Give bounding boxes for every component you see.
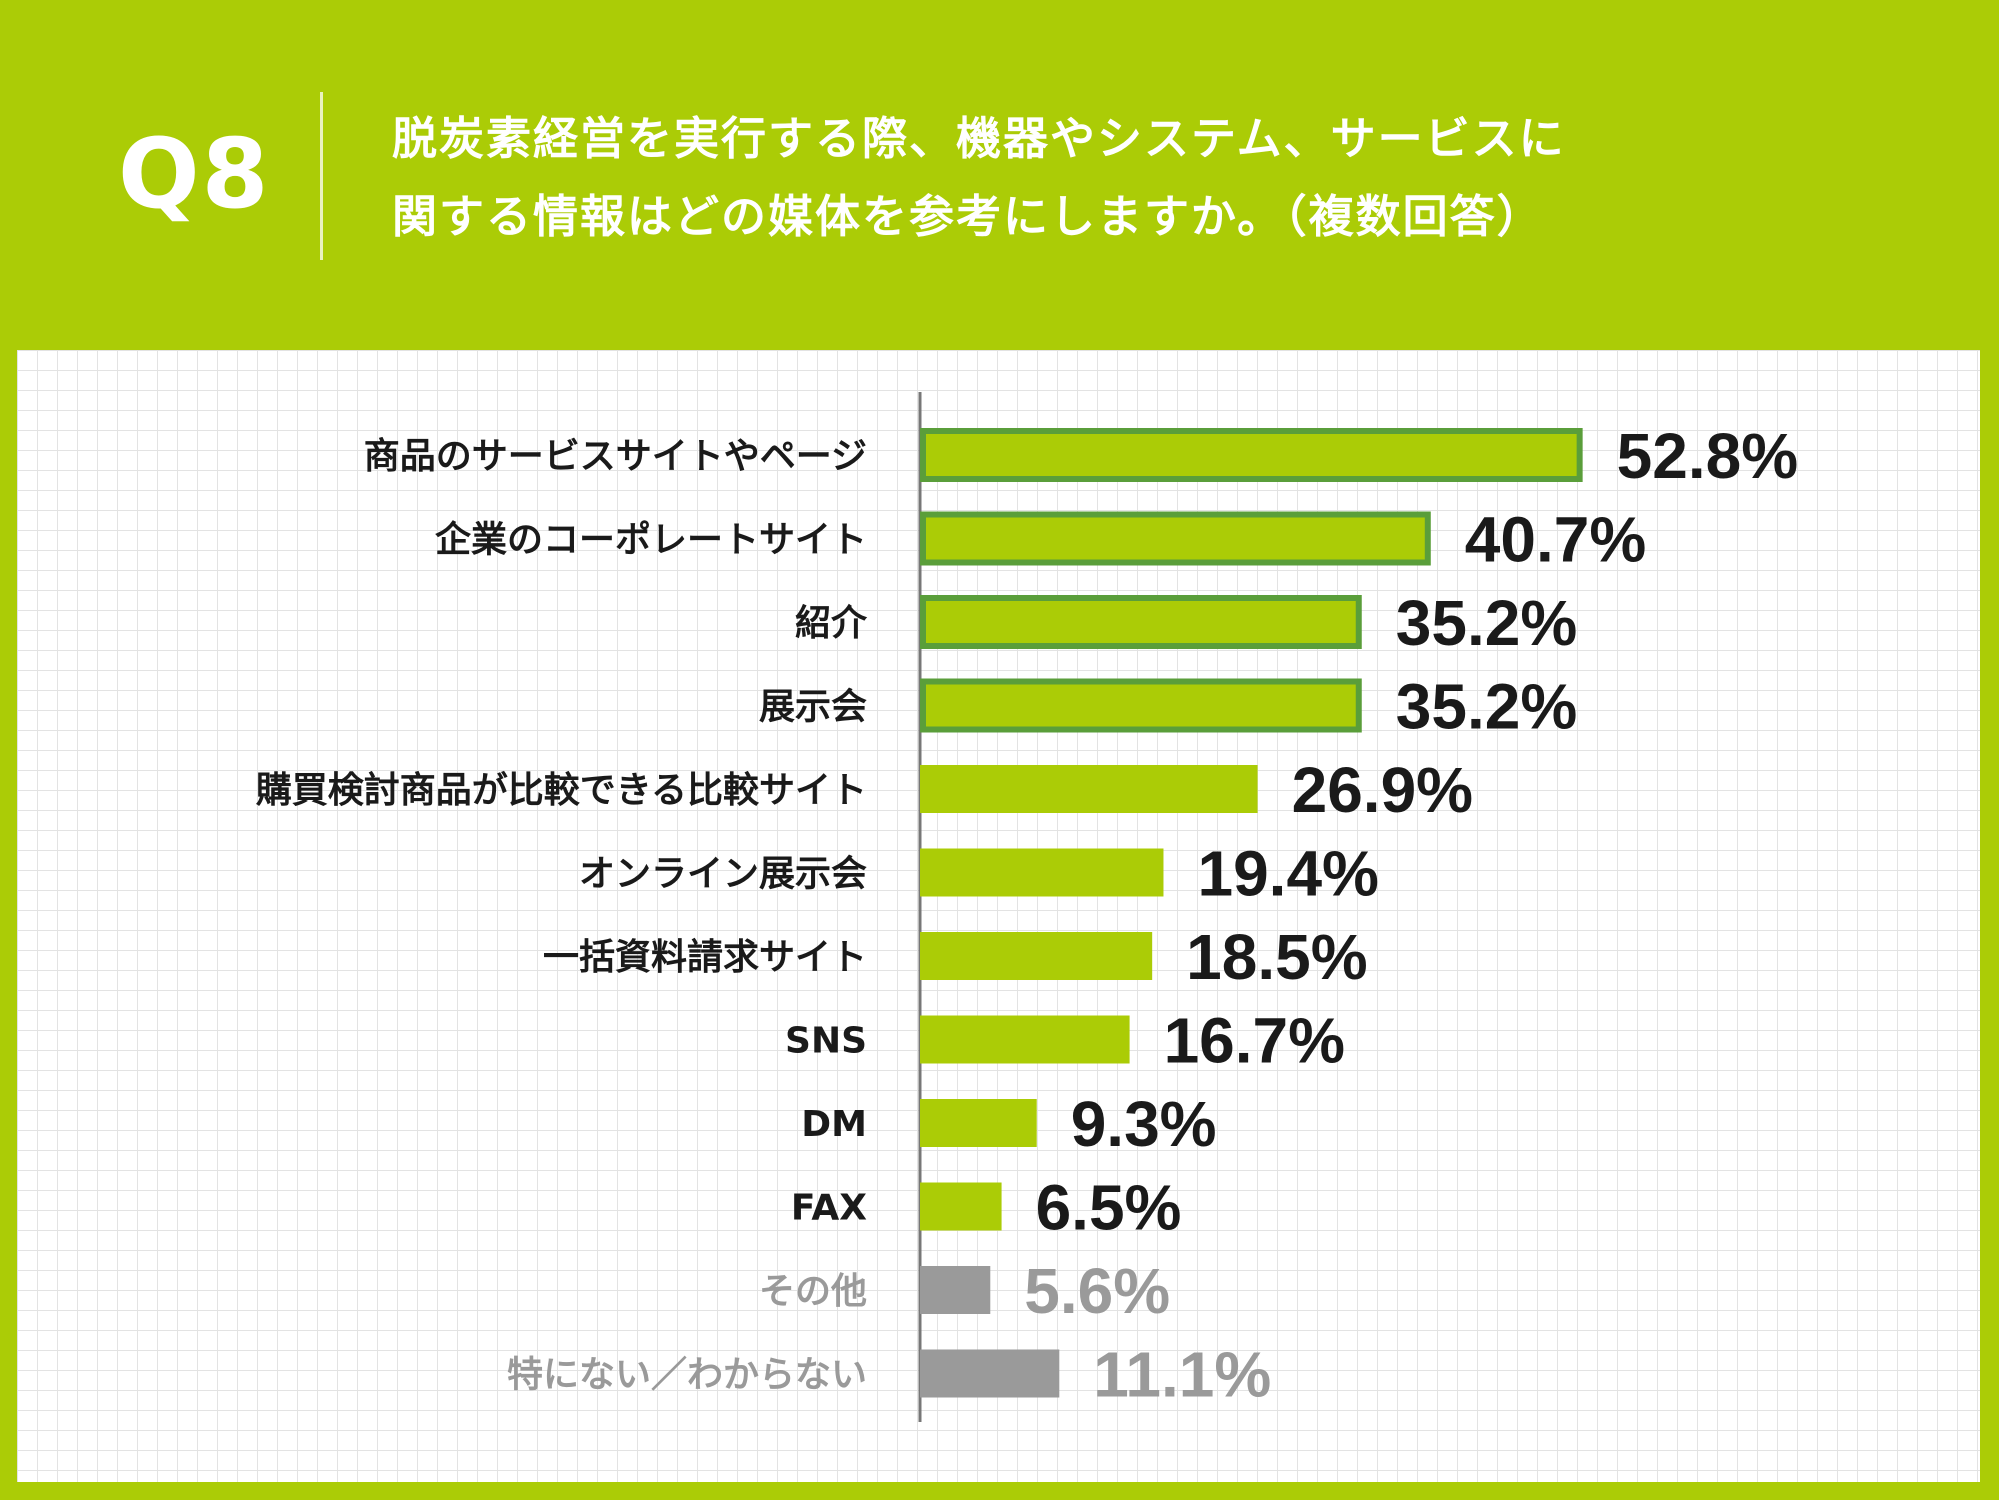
- bar-chart: 商品のサービスサイトやページ 52.8% 企業のコーポレートサイト 40.7% 紹介 35…: [256, 392, 1798, 1422]
- bar: [920, 1015, 1130, 1064]
- bar: [920, 1182, 1002, 1231]
- category-label: オンライン展示会: [579, 854, 867, 895]
- value-label: 6.5%: [1036, 1172, 1182, 1244]
- value-label: 40.7%: [1465, 504, 1646, 576]
- category-label: 展示会: [759, 687, 867, 728]
- bar: [920, 595, 1362, 649]
- bar: [920, 1349, 1060, 1398]
- question-number: Q8: [118, 118, 271, 230]
- value-label: 26.9%: [1292, 754, 1473, 826]
- value-label: 16.7%: [1164, 1005, 1345, 1077]
- category-label: FAX: [791, 1188, 867, 1229]
- value-label: 52.8%: [1617, 420, 1798, 492]
- value-label: 11.1%: [1093, 1339, 1271, 1411]
- bar: [920, 848, 1164, 897]
- category-label: 特にない／わからない: [507, 1355, 867, 1396]
- value-label: 35.2%: [1396, 671, 1577, 743]
- category-label: 商品のサービスサイトやページ: [364, 436, 867, 477]
- value-label: 9.3%: [1071, 1088, 1217, 1160]
- category-label: 購買検討商品が比較できる比較サイト: [256, 770, 867, 811]
- category-label: 企業のコーポレートサイト: [435, 519, 867, 561]
- value-label: 19.4%: [1197, 838, 1378, 910]
- category-label: 一括資料請求サイト: [543, 937, 867, 978]
- category-label: その他: [759, 1271, 867, 1312]
- bar: [920, 1099, 1037, 1147]
- bar: [920, 678, 1362, 733]
- bar: [920, 932, 1153, 980]
- value-label: 35.2%: [1396, 587, 1577, 659]
- category-label: SNS: [785, 1021, 867, 1062]
- bar: [920, 511, 1431, 566]
- bar: [920, 765, 1258, 813]
- chart-panel: 商品のサービスサイトやページ 52.8% 企業のコーポレートサイト 40.7% 紹介 35…: [17, 350, 1980, 1482]
- category-label: 紹介: [795, 603, 868, 644]
- question-line-1: 脱炭素経営を実行する際、機器やシステム、サービスに: [392, 112, 1566, 165]
- question-line-2: 関する情報はどの媒体を参考にしますか。（複数回答）: [392, 190, 1544, 243]
- category-label: DM: [801, 1104, 867, 1145]
- bar: [920, 428, 1583, 482]
- value-label: 5.6%: [1024, 1255, 1170, 1327]
- value-label: 18.5%: [1186, 921, 1367, 993]
- bar: [920, 1266, 991, 1314]
- question-text: 脱炭素経営を実行する際、機器やシステム、サービスに 関する情報はどの媒体を参考に…: [392, 100, 1566, 256]
- header-divider: [320, 92, 323, 260]
